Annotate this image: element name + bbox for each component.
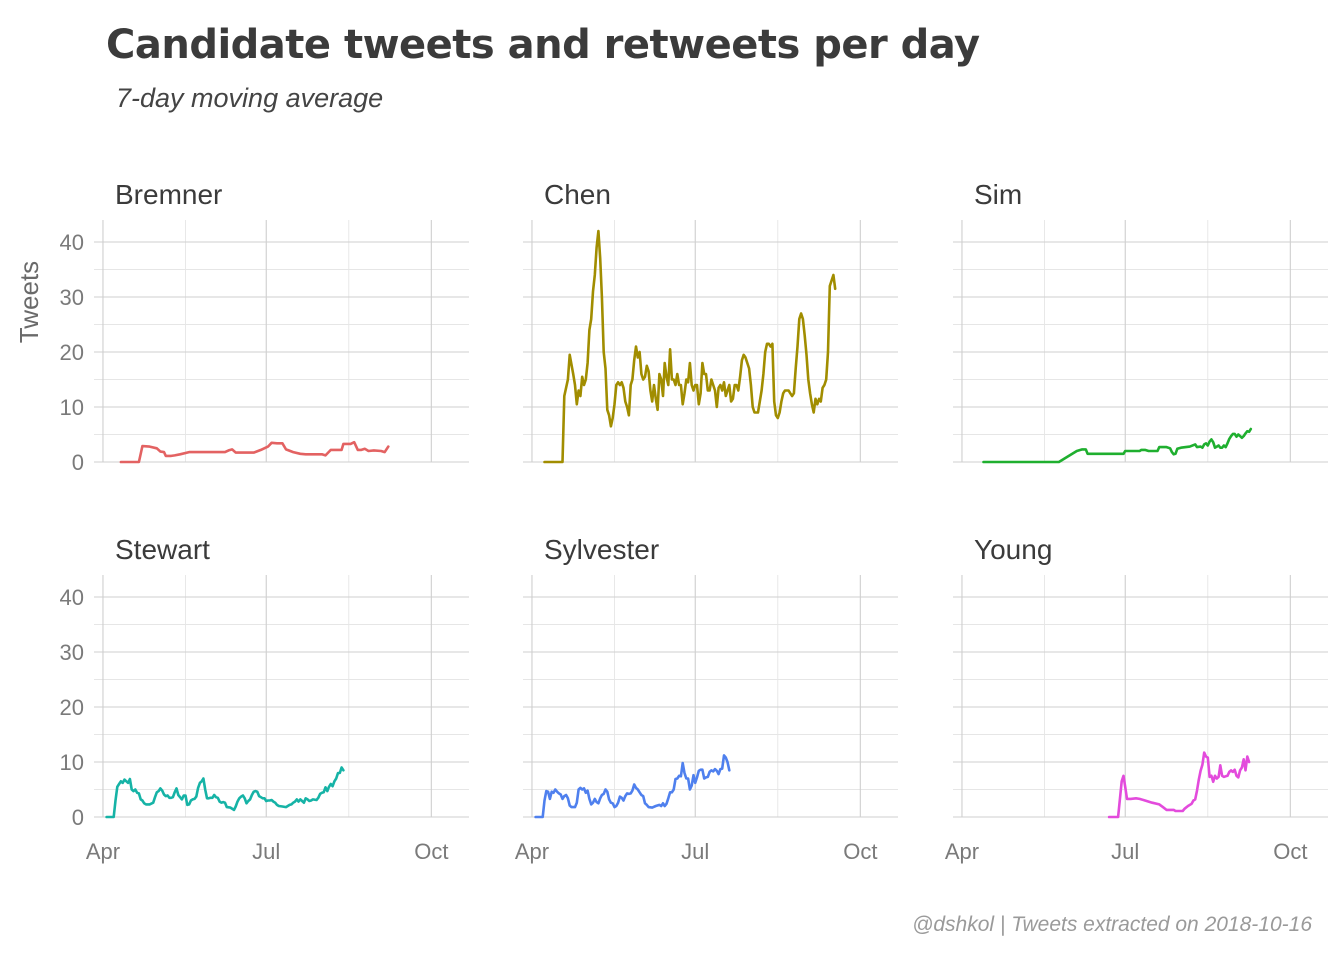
y-tick-label: 20 [60, 340, 84, 365]
chart-subtitle: 7-day moving average [116, 83, 384, 113]
series-line-bremner [119, 440, 390, 464]
x-tick-label: Jul [252, 839, 280, 864]
panel-title-stewart: Stewart [115, 534, 210, 565]
x-tick-label: Oct [1273, 839, 1307, 864]
series-line-chen [543, 229, 837, 464]
y-tick-label: 30 [60, 640, 84, 665]
x-tick-label: Jul [1111, 839, 1139, 864]
x-tick-label: Oct [843, 839, 877, 864]
series-line-stewart [105, 766, 345, 819]
y-tick-label: 0 [72, 805, 84, 830]
x-tick-label: Apr [515, 839, 549, 864]
y-axis-title: Tweets [14, 261, 44, 343]
x-tick-label: Apr [86, 839, 120, 864]
panel-title-sim: Sim [974, 179, 1022, 210]
x-tick-label: Apr [945, 839, 979, 864]
panel-title-chen: Chen [544, 179, 611, 210]
chart-caption: @dshkol | Tweets extracted on 2018-10-16 [912, 913, 1312, 936]
series-line-sylvester [534, 754, 731, 819]
x-tick-label: Oct [414, 839, 448, 864]
y-tick-label: 10 [60, 750, 84, 775]
y-tick-label: 30 [60, 285, 84, 310]
series-line-sim [982, 427, 1253, 464]
panel-title-sylvester: Sylvester [544, 534, 659, 565]
y-tick-label: 40 [60, 585, 84, 610]
chart-title: Candidate tweets and retweets per day [106, 22, 980, 68]
y-tick-label: 0 [72, 450, 84, 475]
y-tick-label: 10 [60, 395, 84, 420]
y-tick-label: 20 [60, 695, 84, 720]
series-line-young [1107, 751, 1251, 819]
panel-title-bremner: Bremner [115, 179, 222, 210]
y-tick-label: 40 [60, 230, 84, 255]
x-tick-label: Jul [681, 839, 709, 864]
panel-title-young: Young [974, 534, 1052, 565]
